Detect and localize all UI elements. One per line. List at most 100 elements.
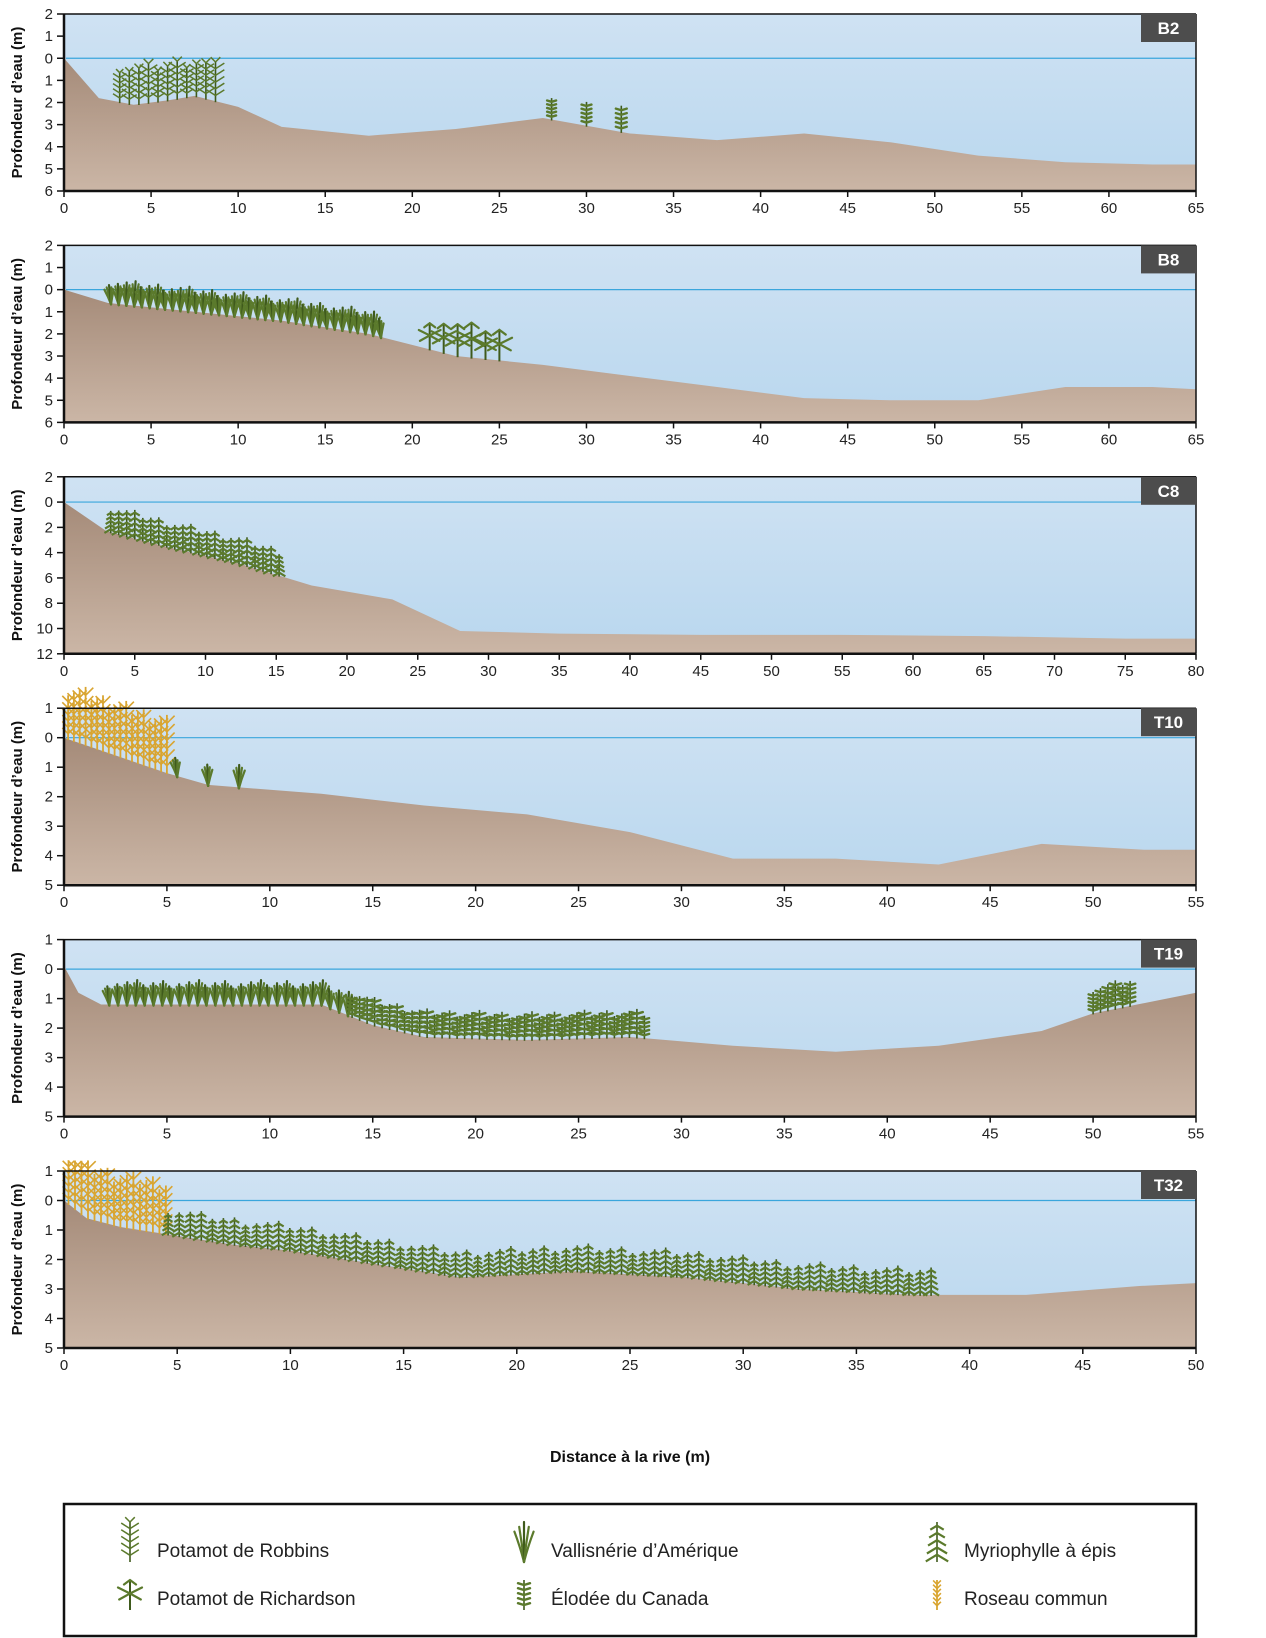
plant-mark bbox=[137, 984, 150, 1007]
plant-mark bbox=[556, 1017, 568, 1040]
plant-mark bbox=[922, 1267, 940, 1297]
y-tick-label: 0 bbox=[45, 730, 53, 747]
plant-mark bbox=[280, 980, 294, 1007]
y-tick-label: 1 bbox=[45, 932, 53, 949]
x-tick-label: 20 bbox=[467, 1126, 484, 1143]
plant-mark bbox=[205, 1218, 220, 1244]
plant-mark bbox=[424, 1244, 443, 1275]
y-tick-label: 8 bbox=[45, 595, 53, 612]
plant-mark bbox=[201, 763, 214, 788]
vegetation-cluster bbox=[417, 321, 514, 362]
x-tick-label: 25 bbox=[409, 663, 426, 680]
bottom-profile bbox=[64, 58, 1196, 191]
bottom-profile bbox=[64, 737, 1196, 886]
plant-mark bbox=[540, 1014, 554, 1041]
x-tick-label: 45 bbox=[839, 200, 856, 217]
vallisnerie-icon bbox=[513, 1520, 535, 1564]
x-tick-label: 50 bbox=[926, 200, 943, 217]
plant-mark bbox=[316, 1234, 330, 1258]
plant-mark bbox=[269, 1220, 288, 1251]
y-axis-label: Profondeur d’eau (m) bbox=[9, 489, 26, 641]
plant-mark bbox=[326, 1233, 342, 1260]
y-tick-label: 0 bbox=[45, 494, 53, 511]
x-tick-label: 65 bbox=[975, 663, 992, 680]
plant-mark bbox=[188, 59, 205, 98]
x-tick-label: 45 bbox=[839, 431, 856, 448]
plant-mark bbox=[157, 289, 169, 311]
x-tick-label: 40 bbox=[961, 1357, 978, 1374]
y-axis-label: Profondeur d’eau (m) bbox=[9, 27, 26, 179]
plant-mark bbox=[161, 1213, 175, 1237]
plant-mark bbox=[757, 1260, 774, 1287]
y-tick-label: 2 bbox=[45, 1252, 53, 1269]
y-tick-label: 6 bbox=[45, 570, 53, 587]
legend-label: Vallisnérie d’Amérique bbox=[551, 1541, 739, 1562]
x-tick-label: 30 bbox=[578, 431, 595, 448]
station-label: T19 bbox=[1154, 945, 1183, 964]
x-tick-label: 55 bbox=[1188, 894, 1205, 911]
legend-item: Élodée du Canada bbox=[516, 1580, 709, 1610]
y-tick-label: 1 bbox=[45, 700, 53, 717]
x-tick-label: 10 bbox=[261, 894, 278, 911]
x-tick-label: 20 bbox=[339, 663, 356, 680]
plant-mark bbox=[218, 980, 232, 1007]
x-tick-label: 0 bbox=[60, 200, 68, 217]
x-tick-label: 5 bbox=[163, 1126, 171, 1143]
x-tick-label: 60 bbox=[1101, 200, 1118, 217]
x-tick-label: 35 bbox=[776, 894, 793, 911]
x-tick-label: 40 bbox=[879, 1126, 896, 1143]
station-badge bbox=[1141, 14, 1196, 42]
y-tick-label: 12 bbox=[36, 646, 53, 663]
plant-mark bbox=[456, 321, 487, 359]
plant-mark bbox=[225, 1217, 244, 1247]
x-tick-label: 30 bbox=[735, 1357, 752, 1374]
elodee-icon bbox=[516, 1580, 532, 1610]
y-tick-label: 4 bbox=[45, 545, 53, 562]
plant-mark bbox=[206, 56, 225, 103]
legend-item: Potamot de Robbins bbox=[120, 1516, 329, 1562]
bottom-profile bbox=[64, 966, 1196, 1117]
x-tick-label: 10 bbox=[282, 1357, 299, 1374]
y-tick-label: 4 bbox=[45, 139, 53, 156]
plant-mark bbox=[347, 1232, 365, 1263]
station-badge bbox=[1141, 708, 1196, 737]
vegetation-cluster bbox=[346, 995, 651, 1041]
x-tick-label: 50 bbox=[1085, 1126, 1102, 1143]
legend-label: Myriophylle à épis bbox=[964, 1541, 1116, 1562]
plant-mark bbox=[545, 98, 558, 121]
y-tick-label: 0 bbox=[45, 1193, 53, 1210]
x-tick-label: 10 bbox=[197, 663, 214, 680]
legend-label: Élodée du Canada bbox=[551, 1589, 709, 1610]
x-tick-label: 80 bbox=[1188, 663, 1205, 680]
plant-mark bbox=[485, 328, 514, 362]
plant-mark bbox=[638, 1015, 651, 1040]
legend-label: Potamot de Robbins bbox=[157, 1541, 329, 1562]
x-tick-label: 30 bbox=[673, 1126, 690, 1143]
plant-mark bbox=[303, 1226, 321, 1256]
y-tick-label: 6 bbox=[45, 414, 53, 431]
x-tick-label: 25 bbox=[491, 200, 508, 217]
plant-mark bbox=[87, 1173, 102, 1222]
plant-mark bbox=[101, 985, 114, 1007]
y-tick-label: 3 bbox=[45, 1281, 53, 1298]
plant-mark bbox=[171, 1212, 187, 1238]
plant-mark bbox=[690, 1251, 708, 1281]
plant-mark bbox=[225, 985, 237, 1007]
plant-mark bbox=[281, 298, 296, 324]
x-tick-label: 65 bbox=[1188, 431, 1205, 448]
plant-mark bbox=[169, 756, 181, 779]
x-tick-label: 0 bbox=[60, 1357, 68, 1374]
plant-mark bbox=[734, 1254, 752, 1285]
roseau-icon bbox=[932, 1579, 942, 1610]
plant-mark bbox=[158, 714, 176, 775]
legend-label: Roseau commun bbox=[964, 1589, 1108, 1610]
plant-mark bbox=[514, 1251, 530, 1276]
plant-mark bbox=[380, 1238, 398, 1268]
plant-mark bbox=[780, 1266, 795, 1290]
x-tick-label: 35 bbox=[665, 431, 682, 448]
x-tick-label: 75 bbox=[1117, 663, 1134, 680]
legend-item: Vallisnérie d’Amérique bbox=[513, 1520, 739, 1564]
